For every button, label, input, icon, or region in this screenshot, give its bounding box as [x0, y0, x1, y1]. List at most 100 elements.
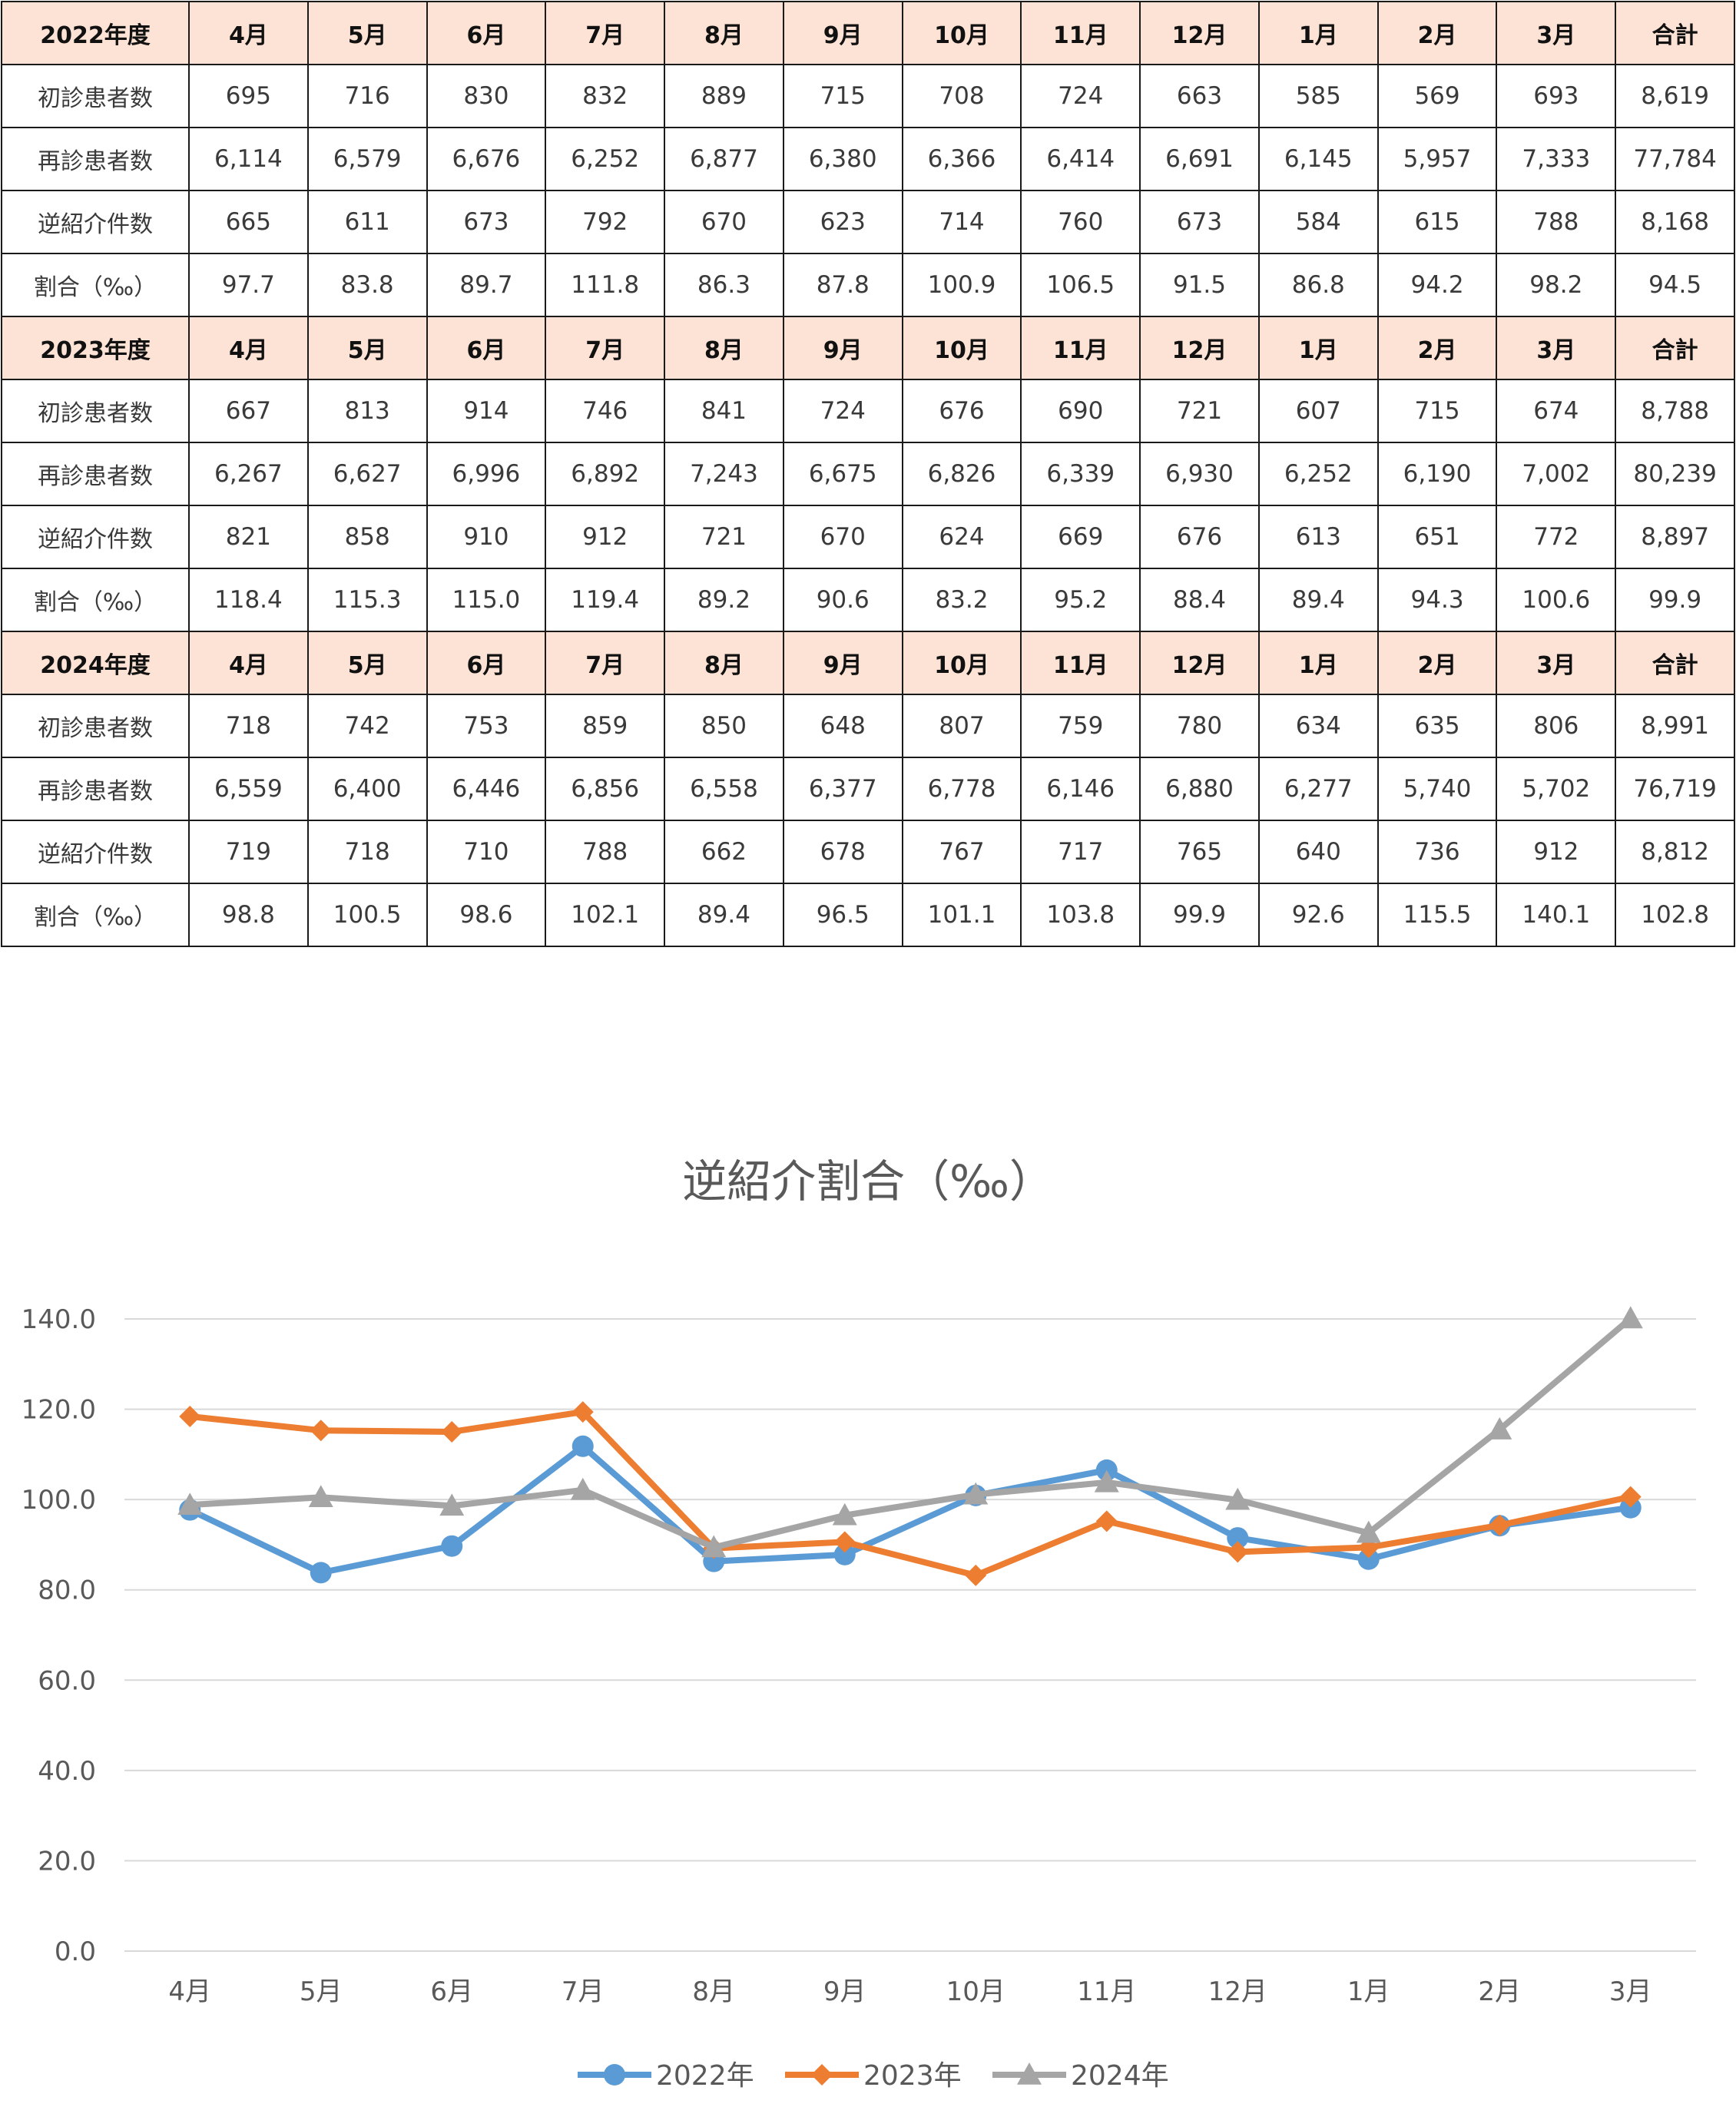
table-cell: 6,146 [1020, 757, 1141, 821]
table-cell: 100.5 [306, 883, 428, 947]
fiscal-year-label: 2023年度 [1, 316, 190, 380]
y-tick-label: 40.0 [38, 1756, 96, 1787]
table-row: 逆紹介件数 719 718 710 788 662 678 767 717 765 640 736 91… [1, 820, 1735, 884]
table-cell: 95.2 [1020, 568, 1141, 632]
column-header: 合計 [1615, 631, 1735, 695]
table-cell: 101.1 [901, 883, 1022, 947]
table-cell: 76,719 [1615, 757, 1735, 821]
table-cell: 6,267 [188, 442, 309, 506]
table-cell: 693 [1496, 64, 1617, 128]
table-cell: 83.8 [306, 253, 428, 317]
table-header-row: 2024年度 4月 5月 6月 7月 8月 9月 10月 11月 12月 1月 2月 3月 合計 [1, 631, 1735, 695]
data-point [1618, 1306, 1643, 1329]
x-axis-ticks: 4月 5月 6月 7月 8月 9月 10月 11月 12月 1月 2月 3月 [168, 1976, 1652, 2007]
table-cell: 91.5 [1139, 253, 1260, 317]
column-header: 合計 [1615, 316, 1735, 380]
table-cell: 98.2 [1496, 253, 1617, 317]
x-tick-label: 6月 [430, 1976, 473, 2007]
table-cell: 721 [664, 505, 784, 569]
series-2022年 [179, 1435, 1642, 1584]
legend: 2022年 2023年 2024年 [578, 2060, 1169, 2092]
legend-item: 2023年 [785, 2060, 962, 2092]
fiscal-year-label: 2024年度 [1, 631, 190, 695]
table-cell: 651 [1377, 505, 1498, 569]
table-cell: 832 [545, 64, 666, 128]
table-header-row: 2023年度 4月 5月 6月 7月 8月 9月 10月 11月 12月 1月 2月 3月 合計 [1, 316, 1735, 380]
data-point [441, 1420, 463, 1443]
table-cell: 765 [1139, 820, 1260, 884]
table-cell: 6,414 [1020, 127, 1141, 191]
table-cell: 6,559 [188, 757, 309, 821]
column-header: 3月 [1496, 316, 1617, 380]
table-cell: 8,168 [1615, 190, 1735, 254]
table-cell: 6,691 [1139, 127, 1260, 191]
table-cell: 7,002 [1496, 442, 1617, 506]
table-cell: 100.6 [1496, 568, 1617, 632]
column-header: 10月 [901, 631, 1022, 695]
table-cell: 607 [1257, 379, 1379, 443]
table-row: 再診患者数 6,114 6,579 6,676 6,252 6,877 6,380 6,366… [1, 127, 1735, 191]
table-cell: 663 [1139, 64, 1260, 128]
table-cell: 788 [1496, 190, 1617, 254]
column-header: 5月 [306, 631, 428, 695]
column-header: 2月 [1377, 1, 1498, 65]
x-tick-label: 11月 [1077, 1976, 1136, 2007]
data-point [1094, 1469, 1119, 1493]
table-cell: 912 [545, 505, 666, 569]
legend-label: 2024年 [1071, 2060, 1169, 2092]
table-cell: 912 [1496, 820, 1617, 884]
data-point [1095, 1510, 1118, 1532]
table-cell: 841 [664, 379, 784, 443]
table-cell: 676 [1139, 505, 1260, 569]
series-line [187, 1409, 1634, 1579]
table-cell: 6,277 [1257, 757, 1379, 821]
table-row: 割合（‰） 97.7 83.8 89.7 111.8 86.3 87.8 100.9 106.5… [1, 253, 1735, 317]
table-cell: 5,957 [1377, 127, 1498, 191]
data-point [1489, 1514, 1511, 1536]
table-cell: 94.3 [1377, 568, 1498, 632]
column-header: 1月 [1257, 1, 1379, 65]
table-cell: 6,826 [901, 442, 1022, 506]
table-cell: 6,252 [1257, 442, 1379, 506]
table-cell: 788 [545, 820, 666, 884]
referral-ratio-chart: 逆紹介割合（‰） 0.0 20.0 40.0 60.0 80.0 100.0 120.0 14… [22, 1155, 1696, 2092]
table-cell: 88.4 [1139, 568, 1260, 632]
table-cell: 850 [664, 694, 784, 758]
table-cell: 6,579 [306, 127, 428, 191]
table-cell: 6,558 [664, 757, 784, 821]
table-cell: 665 [188, 190, 309, 254]
table-cell: 830 [426, 64, 547, 128]
table-header-row: 2022年度 4月 5月 6月 7月 8月 9月 10月 11月 12月 1月 2月 3月 合計 [1, 1, 1735, 65]
row-label: 逆紹介件数 [1, 505, 190, 569]
table-cell: 676 [901, 379, 1022, 443]
table-cell: 6,877 [664, 127, 784, 191]
table-cell: 97.7 [188, 253, 309, 317]
table-cell: 813 [306, 379, 428, 443]
table-cell: 102.1 [545, 883, 666, 947]
table-cell: 623 [782, 190, 903, 254]
chart-title: 逆紹介割合（‰） [682, 1155, 1054, 1208]
column-header: 9月 [782, 631, 903, 695]
table-cell: 86.3 [664, 253, 784, 317]
data-point [1619, 1486, 1642, 1508]
table-cell: 710 [426, 820, 547, 884]
table-cell: 115.3 [306, 568, 428, 632]
table-cell: 103.8 [1020, 883, 1141, 947]
table-cell: 662 [664, 820, 784, 884]
table-cell: 8,991 [1615, 694, 1735, 758]
table-cell: 98.8 [188, 883, 309, 947]
gridlines [124, 1318, 1696, 1952]
table-cell: 6,880 [1139, 757, 1260, 821]
table-cell: 89.4 [1257, 568, 1379, 632]
table-cell: 858 [306, 505, 428, 569]
table-cell: 5,702 [1496, 757, 1617, 821]
column-header: 2月 [1377, 316, 1498, 380]
column-header: 3月 [1496, 1, 1617, 65]
table-cell: 724 [782, 379, 903, 443]
row-label: 再診患者数 [1, 757, 190, 821]
table-cell: 6,627 [306, 442, 428, 506]
row-label: 割合（‰） [1, 568, 190, 632]
table-cell: 673 [1139, 190, 1260, 254]
data-point [441, 1535, 463, 1557]
legend-label: 2023年 [863, 2060, 962, 2092]
